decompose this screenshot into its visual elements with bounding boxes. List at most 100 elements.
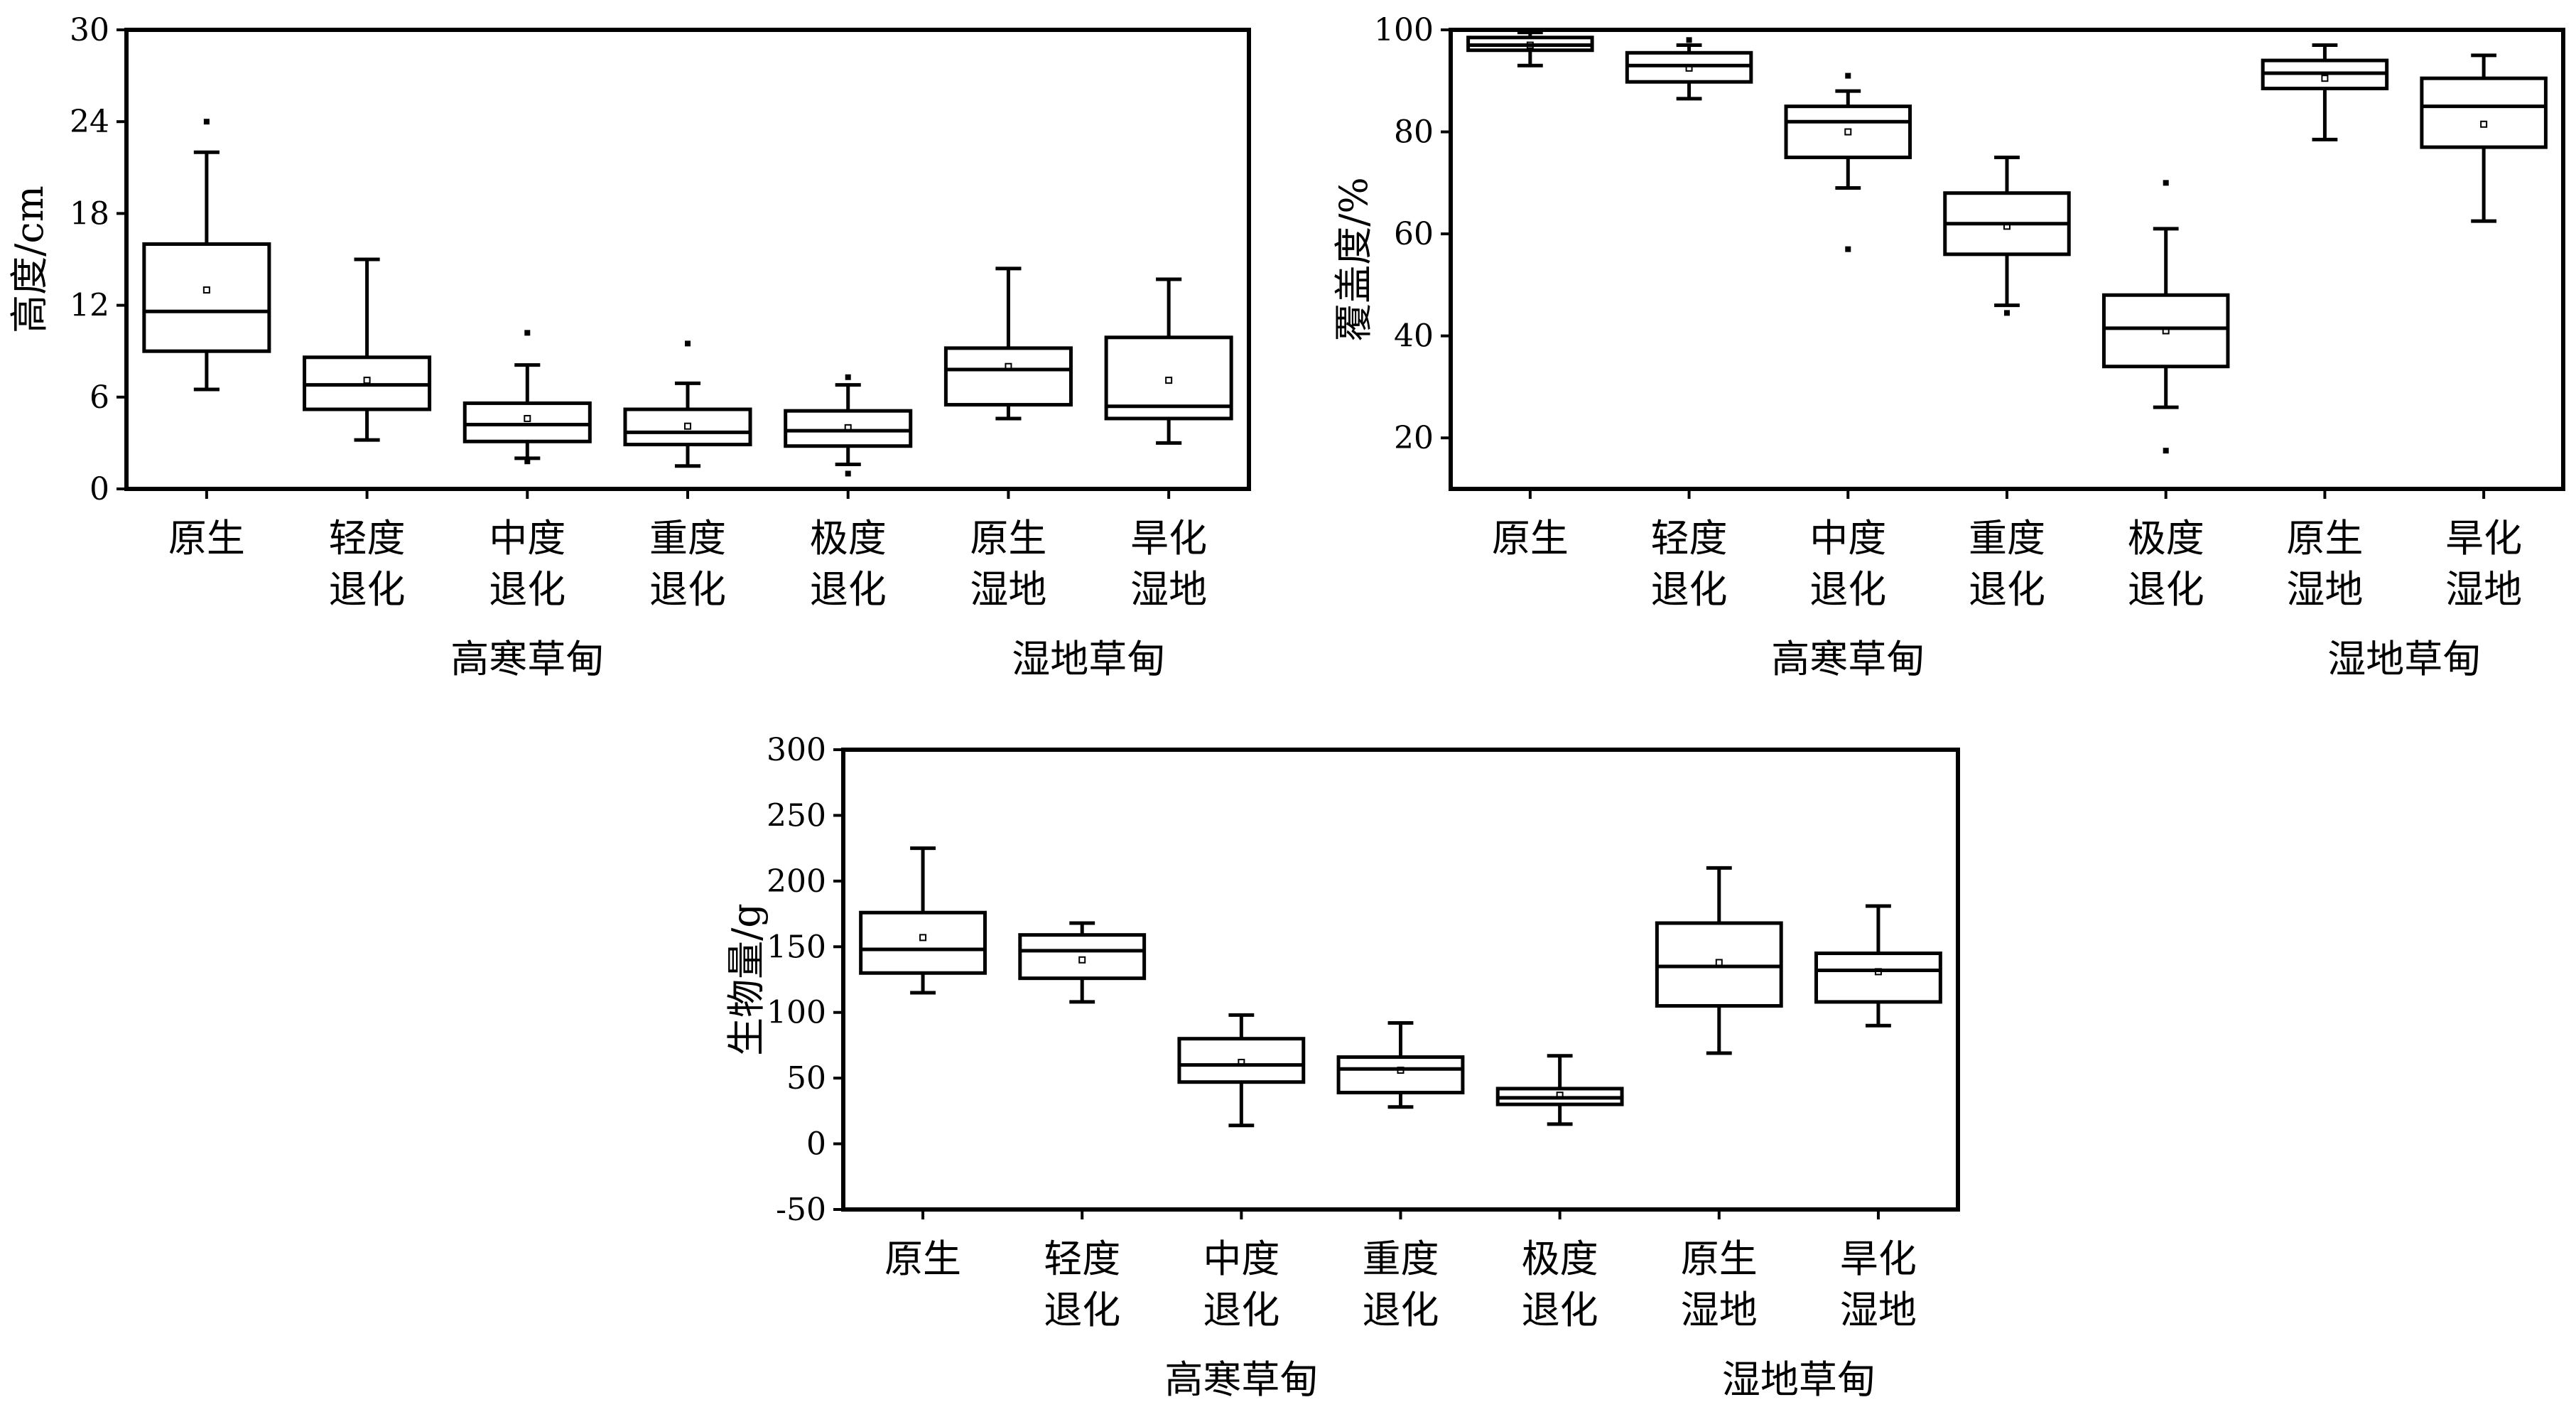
box-7 [1104, 277, 1233, 445]
x-category-label: 退化 [2128, 567, 2204, 612]
x-category-label: 极度 [810, 516, 887, 561]
x-category-label: 旱化 [1130, 516, 1207, 561]
mean-marker [1165, 377, 1173, 384]
mean-marker [2003, 222, 2011, 230]
box-5 [1495, 1054, 1624, 1126]
x-category-label: 退化 [1522, 1288, 1598, 1332]
x-category-label: 旱化 [1840, 1236, 1917, 1281]
x-category-label: 退化 [1651, 567, 1728, 612]
outlier-point [2004, 310, 2010, 316]
x-category-label: 湿地 [2445, 567, 2522, 612]
x-category-label: 原生 [1492, 516, 1569, 561]
x-category-label: 轻度 [1651, 516, 1728, 561]
y-tick-label: 40 [1394, 318, 1434, 355]
x-category-label: 原生 [1681, 1236, 1758, 1281]
box-1 [1466, 31, 1594, 68]
x-category-label: 湿地 [1840, 1288, 1917, 1332]
box-4 [623, 340, 752, 468]
box-1 [142, 119, 271, 392]
y-tick-label: 30 [70, 12, 109, 48]
plot-frame [841, 748, 1960, 1212]
box-6 [2261, 43, 2389, 141]
outlier-point [524, 330, 531, 336]
box-7 [1814, 904, 1942, 1028]
x-group-label: 高寒草甸 [1164, 1357, 1318, 1402]
y-tick-label: -50 [776, 1192, 826, 1228]
x-category-label: 湿地 [1130, 567, 1207, 612]
box-1 [859, 846, 987, 995]
box-iqr [623, 407, 752, 447]
outlier-point [845, 470, 851, 477]
x-category-label: 原生 [168, 516, 245, 561]
mean-marker [1526, 41, 1534, 49]
box-6 [1655, 866, 1783, 1055]
box-iqr [1177, 1037, 1306, 1084]
y-tick-label: 250 [767, 797, 826, 834]
x-category-label: 极度 [2128, 516, 2204, 561]
mean-marker [844, 424, 852, 431]
x-category-label: 轻度 [1044, 1236, 1120, 1281]
box-3 [1784, 72, 1912, 252]
y-tick-label: 20 [1394, 420, 1434, 456]
x-category-label: 中度 [1203, 1236, 1279, 1281]
mean-marker [1078, 956, 1086, 964]
outlier-point [203, 119, 210, 125]
x-category-label: 退化 [810, 567, 887, 612]
mean-marker [2321, 75, 2329, 82]
x-category-label: 退化 [1969, 567, 2045, 612]
x-group-label: 湿地草甸 [1012, 637, 1165, 681]
y-tick-label: 0 [90, 471, 109, 507]
outlier-point [685, 340, 691, 347]
mean-marker [363, 377, 371, 384]
x-category-label: 退化 [649, 567, 726, 612]
y-tick-label: 12 [70, 288, 109, 324]
x-category-label: 退化 [1203, 1288, 1279, 1332]
box-4 [1943, 155, 2071, 316]
x-category-label: 湿地 [2286, 567, 2363, 612]
outlier-point [1845, 246, 1851, 252]
mean-marker [1005, 362, 1012, 370]
x-category-label: 旱化 [2445, 516, 2522, 561]
mean-marker [1874, 968, 1882, 976]
box-iqr [462, 401, 592, 443]
box-4 [1336, 1021, 1465, 1109]
y-tick-label: 0 [806, 1126, 826, 1163]
x-category-label: 重度 [1969, 516, 2045, 561]
y-tick-label: 100 [1374, 12, 1434, 48]
x-category-label: 中度 [489, 516, 565, 561]
box-iqr [784, 409, 913, 448]
outlier-point [1845, 72, 1851, 79]
box-iqr [2420, 76, 2548, 149]
box-3 [462, 330, 592, 465]
x-category-label: 退化 [329, 567, 406, 612]
mean-marker [1397, 1067, 1405, 1074]
box-5 [2101, 180, 2230, 454]
mean-marker [684, 422, 691, 430]
mean-marker [1844, 128, 1852, 136]
mean-marker [1715, 959, 1723, 966]
y-tick-label: 200 [767, 863, 826, 900]
x-category-label: 原生 [884, 1236, 961, 1281]
box-iqr [142, 242, 271, 353]
mean-marker [1238, 1058, 1245, 1066]
x-group-label: 湿地草甸 [1722, 1357, 1876, 1402]
y-tick-label: 300 [767, 732, 826, 768]
mean-marker [1685, 64, 1693, 72]
y-tick-label: 80 [1394, 114, 1434, 151]
x-category-label: 退化 [489, 567, 565, 612]
x-category-label: 重度 [649, 516, 726, 561]
box-iqr [859, 910, 987, 975]
x-category-label: 退化 [1044, 1288, 1120, 1332]
box-6 [943, 266, 1073, 421]
outlier-point [1686, 37, 1692, 43]
x-category-label: 极度 [1522, 1236, 1598, 1281]
x-category-label: 中度 [1809, 516, 1886, 561]
y-tick-label: 24 [70, 104, 109, 140]
box-2 [1018, 921, 1147, 1004]
box-iqr [1655, 921, 1783, 1008]
box-2 [303, 257, 432, 442]
mean-marker [2480, 120, 2488, 128]
